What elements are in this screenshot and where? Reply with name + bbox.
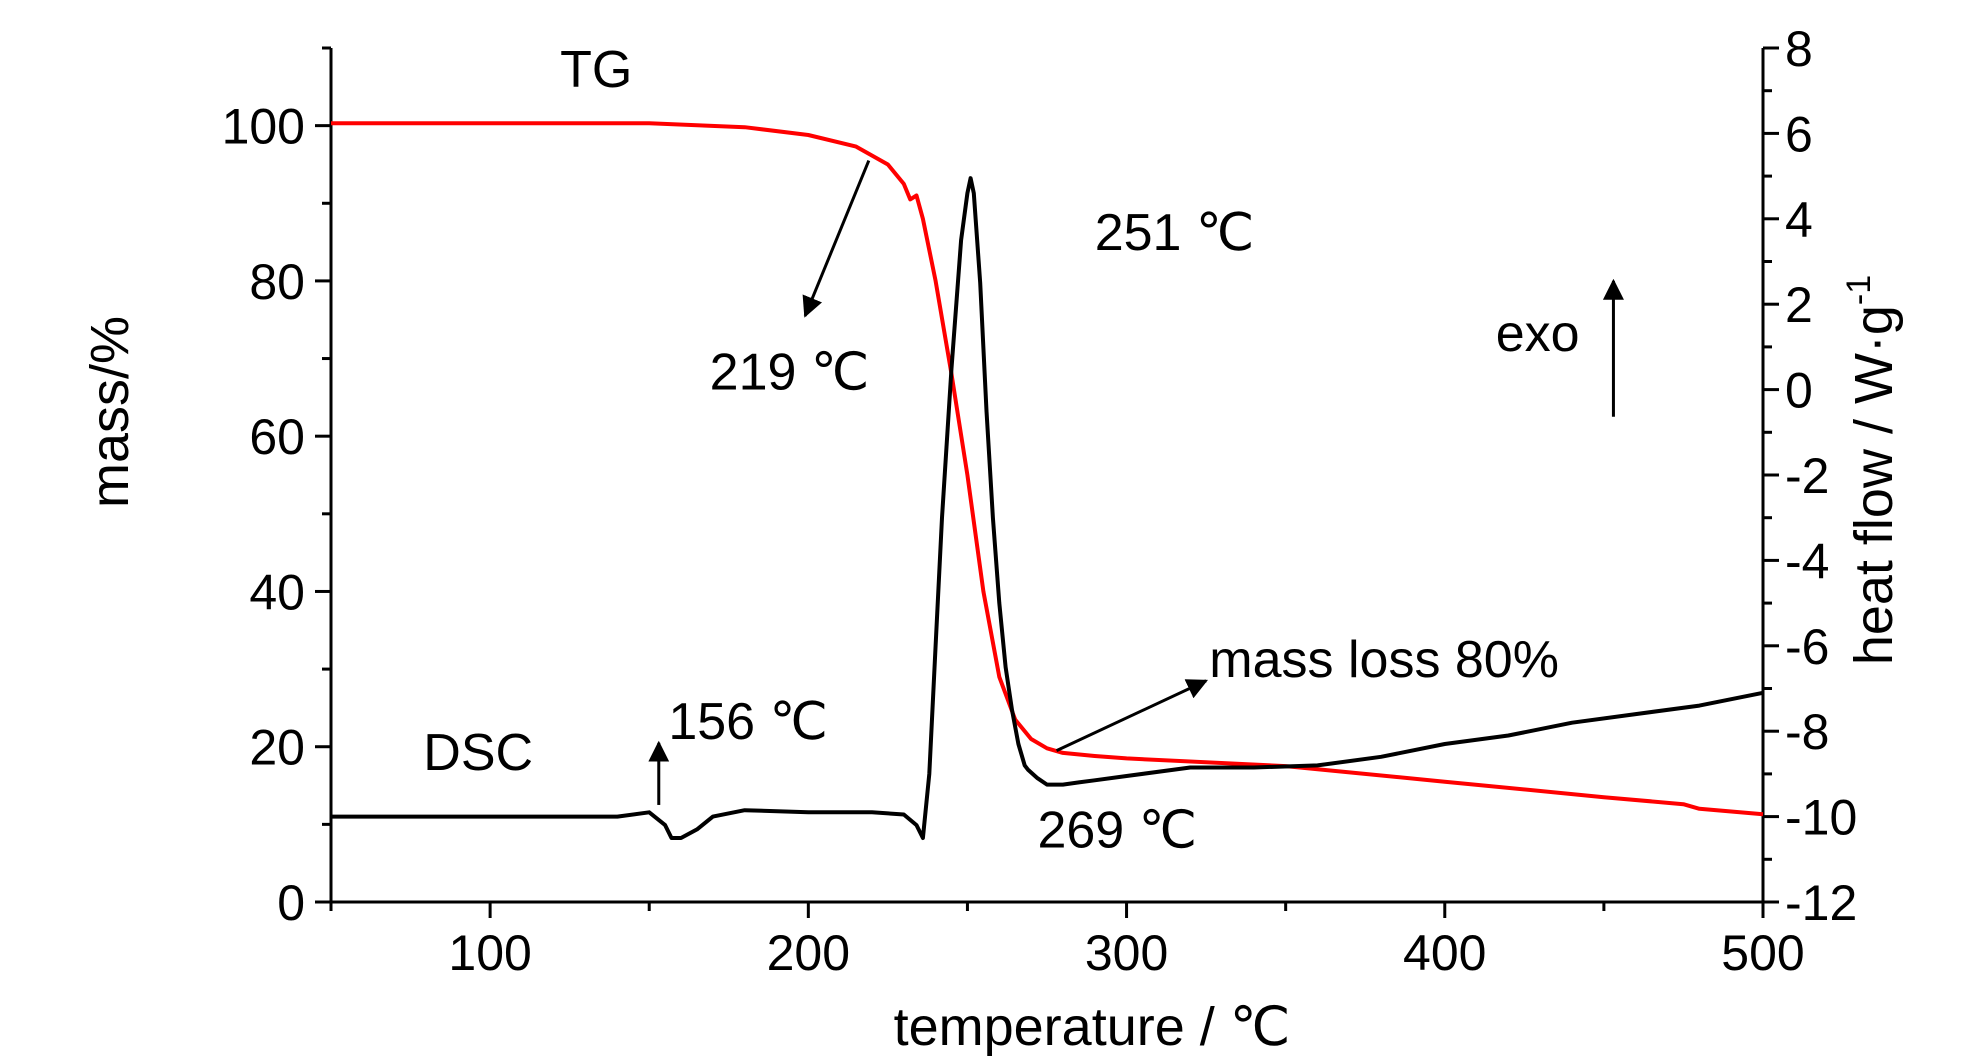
x-tick-label: 400 <box>1403 925 1486 981</box>
x-axis-title: temperature / ℃ <box>894 997 1291 1057</box>
y-right-tick-label: -2 <box>1785 448 1829 504</box>
series-line-tg <box>331 121 1764 817</box>
x-tick-label: 200 <box>767 925 850 981</box>
y-left-tick-label: 100 <box>222 99 305 155</box>
axes <box>329 48 1765 904</box>
y-right-tick-label: 4 <box>1785 192 1813 248</box>
y-axis-right-title-text: heat flow / W·g <box>1844 305 1904 665</box>
y-right-tick-label: 2 <box>1785 277 1813 333</box>
annotation-label: 269 ℃ <box>1037 802 1197 860</box>
y-right-tick-label: -12 <box>1785 875 1857 931</box>
y-right-tick-label: -4 <box>1785 533 1829 589</box>
x-tick-label: 100 <box>448 925 531 981</box>
annotation-label: exo <box>1496 305 1580 363</box>
y-right-tick-label: -6 <box>1785 619 1829 675</box>
y-right-tick-label: 0 <box>1785 363 1813 419</box>
series-line-dsc <box>331 176 1764 840</box>
y-left-tick-label: 0 <box>277 875 305 931</box>
annotation-label: 219 ℃ <box>710 344 870 402</box>
y-left-tick-label: 40 <box>249 564 305 620</box>
ticks: 100 200 300 400 500020406080100-12-10-8-6-4-… <box>222 21 1858 981</box>
annotation-arrows <box>648 160 1624 805</box>
y-right-tick-label: 8 <box>1785 21 1813 77</box>
annotation-label: 156 ℃ <box>668 693 828 751</box>
y-axis-right-title-superscript: -1 <box>1840 275 1878 305</box>
annotation-label: DSC <box>423 724 533 782</box>
annotations: TG DSC 219 ℃ 251 ℃ 156 ℃ 269 ℃ mass loss 80% ex… <box>423 41 1579 860</box>
y-left-tick-label: 20 <box>249 720 305 776</box>
y-right-tick-label: -10 <box>1785 790 1857 846</box>
annotation-arrow <box>802 160 871 318</box>
annotation-label: mass loss 80% <box>1209 631 1559 689</box>
y-axis-right-title: heat flow / W·g-1 <box>1840 275 1904 665</box>
annotation-arrow <box>1055 679 1209 752</box>
y-axis-left-title: mass/% <box>80 316 140 508</box>
annotation-label: TG <box>560 41 632 99</box>
y-right-tick-label: -8 <box>1785 704 1829 760</box>
x-tick-label: 500 <box>1721 925 1804 981</box>
y-right-tick-label: 6 <box>1785 106 1813 162</box>
y-left-tick-label: 60 <box>249 409 305 465</box>
x-tick-label: 300 <box>1085 925 1168 981</box>
annotation-label: 251 ℃ <box>1095 204 1255 262</box>
y-left-tick-label: 80 <box>249 254 305 310</box>
series-lines <box>331 121 1764 840</box>
